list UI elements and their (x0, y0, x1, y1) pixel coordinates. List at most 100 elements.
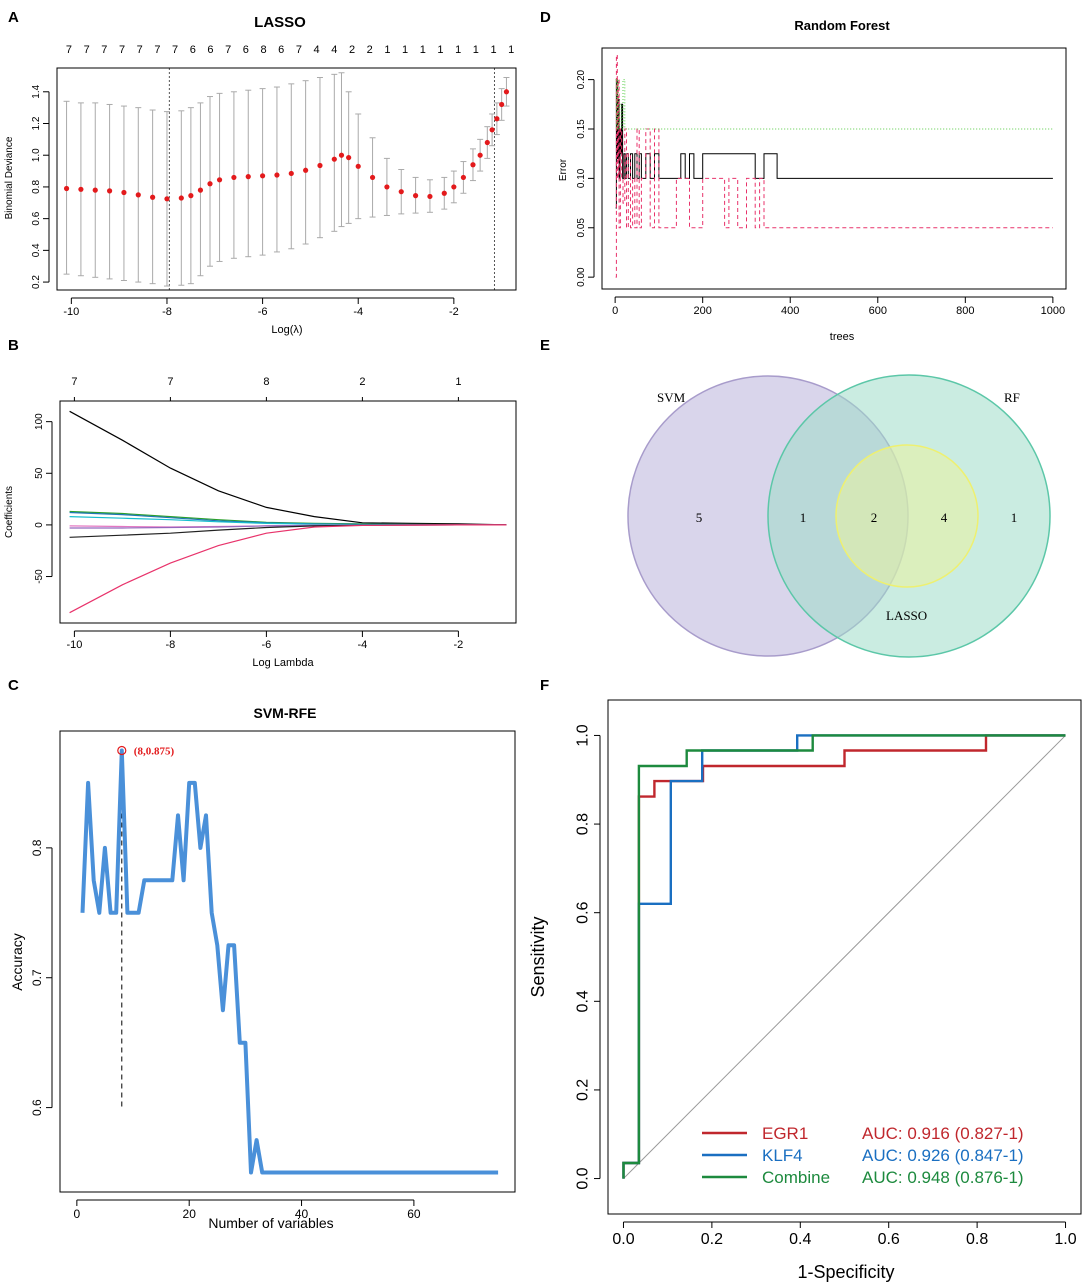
panel-a-point (499, 101, 505, 108)
panel-a-point (489, 127, 495, 133)
panel-a-top-label: 6 (243, 44, 249, 56)
venn-set-label-svm: SVM (657, 390, 686, 405)
panel-a-point (245, 174, 251, 180)
panel-a-point (63, 185, 70, 192)
panel-d-x-tick-label: 1000 (1041, 305, 1065, 317)
panel-a-point (288, 170, 294, 177)
panel-c-x-tick-label: 20 (183, 1207, 197, 1221)
panel-d-ylabel: Error (558, 158, 569, 181)
panel-a-point (355, 163, 361, 169)
panel-letter: D (540, 9, 551, 26)
panel-a-point (216, 177, 223, 183)
panel-c-xlabel: Number of variables (208, 1215, 333, 1231)
panel-d-x-tick-label: 400 (781, 305, 799, 317)
panel-b-frame (59, 400, 517, 624)
panel-c-best-point (117, 745, 127, 756)
panel-a-point (92, 187, 98, 193)
legend-auc-klf4: AUC: 0.926 (0.847-1) (862, 1146, 1024, 1165)
panel-d-x-tick-label: 800 (956, 305, 974, 317)
panel-a-point (331, 156, 337, 162)
panel-a-top-label: 6 (278, 44, 284, 56)
panel-a-frame (56, 67, 517, 291)
panel-a-xlabel: Log(λ) (271, 324, 302, 336)
panel-d-y-tick-label: 0.00 (576, 267, 587, 287)
panel-f-xlabel: 1-Specificity (797, 1262, 894, 1282)
panel-a-top-label: 1 (437, 44, 443, 56)
panel-a-y-tick-label: 1.0 (31, 148, 42, 162)
panel-a-point (338, 152, 345, 158)
panel-f-ylabel: Sensitivity (528, 916, 548, 997)
panel-f-x-tick-label: 0.4 (789, 1231, 811, 1248)
venn-region-count: 5 (696, 510, 703, 525)
panel-a-point (178, 195, 184, 201)
panel-a-point (484, 139, 490, 146)
panel-b-y-tick-label: 100 (34, 413, 45, 430)
panel-d-y-tick-label: 0.10 (576, 168, 587, 188)
panel-a-point (494, 116, 500, 122)
panel-f-x-tick-label: 0.8 (966, 1231, 988, 1248)
panel-f-roc-combine (622, 734, 1066, 1179)
panel-c-y-tick-label: 0.7 (30, 969, 44, 986)
panel-a-top-label: 1 (473, 44, 479, 56)
panel-a-top-label: 2 (349, 44, 355, 56)
panel-a-x-tick-label: -10 (63, 306, 79, 318)
panel-a-point (164, 196, 170, 202)
panel-f-y-tick-label: 0.4 (575, 990, 592, 1012)
panel-d-x-tick-label: 0 (612, 305, 618, 317)
panel-letter: E (540, 337, 550, 354)
panel-a-point (346, 154, 352, 161)
panel-c-x-tick-label: 40 (295, 1207, 309, 1221)
panel-a-y-tick-label: 0.4 (31, 243, 42, 257)
panel-f-y-tick-label: 1.0 (575, 724, 592, 746)
panel-f-x-tick-label: 1.0 (1054, 1231, 1076, 1248)
venn-region-count: 1 (800, 510, 807, 525)
panel-b-x-tick-label: -4 (358, 639, 368, 651)
panel-d-y-tick-label: 0.05 (576, 218, 587, 238)
panel-a-y-tick-label: 1.4 (31, 84, 42, 98)
panel-a-point (369, 174, 376, 181)
legend-label-klf4: KLF4 (762, 1146, 803, 1165)
panel-f-x-tick-label: 0.0 (612, 1231, 634, 1248)
panel-b-x-tick-label: -2 (454, 639, 464, 651)
panel-letter: B (8, 337, 19, 354)
panel-a-point (451, 184, 457, 190)
panel-a-y-tick-label: 1.2 (31, 116, 42, 130)
panel-b-y-tick-label: -50 (34, 569, 45, 584)
panel-a-top-label: 4 (331, 44, 337, 56)
panel-a-x-tick-label: -2 (449, 306, 459, 318)
panel-b-top-label: 8 (263, 376, 269, 388)
panel-b-ylabel: Coefficients (4, 486, 15, 538)
legend-label-combine: Combine (762, 1168, 830, 1187)
panel-d-series-class2 (615, 79, 1053, 130)
panel-b-series-coef1 (69, 410, 507, 526)
panel-c-x-tick-label: 60 (407, 1207, 421, 1221)
panel-b-xlabel: Log Lambda (252, 657, 314, 669)
panel-a-x-tick-label: -6 (258, 306, 268, 318)
panel-a-point (398, 189, 404, 195)
panel-c-title: SVM-RFE (254, 705, 317, 721)
venn-set-label-lasso: LASSO (886, 608, 927, 623)
panel-c-accuracy-line (80, 748, 499, 1175)
panel-a-point (477, 152, 483, 158)
panel-a-point (317, 162, 323, 169)
panel-d-y-tick-label: 0.15 (576, 119, 587, 139)
panel-b-x-tick-label: -6 (262, 639, 272, 651)
panel-c-annotation: (8,0.875) (134, 745, 175, 757)
panel-a-y-tick-label: 0.2 (31, 275, 42, 289)
panel-a-point (259, 173, 266, 179)
panel-f-y-tick-label: 0.6 (575, 901, 592, 923)
legend-auc-combine: AUC: 0.948 (0.876-1) (862, 1168, 1024, 1187)
panel-a-point (384, 184, 390, 190)
panel-a-top-label: 7 (84, 44, 90, 56)
panel-d-series-class1 (615, 54, 1053, 278)
panel-a-top-label: 7 (66, 44, 72, 56)
panel-f-y-tick-label: 0.8 (575, 813, 592, 835)
panel-b-top-label: 7 (71, 376, 77, 388)
panel-a-top-label: 7 (154, 44, 160, 56)
venn-region-count: 1 (1011, 510, 1018, 525)
panel-f-x-tick-label: 0.2 (701, 1231, 723, 1248)
panel-a-x-tick-label: -8 (162, 306, 172, 318)
panel-d-frame (601, 47, 1067, 290)
panel-d-y-tick-label: 0.20 (576, 69, 587, 89)
